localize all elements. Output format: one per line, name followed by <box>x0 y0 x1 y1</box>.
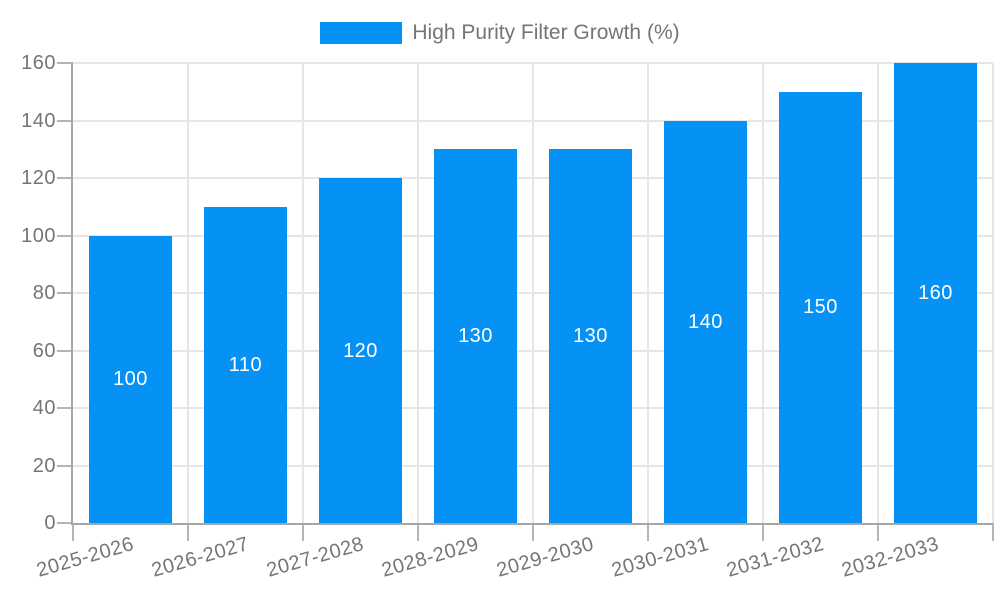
bar-value-label: 120 <box>343 339 378 362</box>
bar-value-label: 140 <box>688 310 723 333</box>
x-axis-label: 2026-2027 <box>149 532 252 582</box>
bar-value-label: 110 <box>228 353 263 376</box>
gridline-vertical <box>417 63 419 523</box>
y-axis-label: 40 <box>32 397 56 419</box>
y-axis-tick <box>57 464 73 467</box>
y-axis-label: 160 <box>21 52 56 74</box>
bar <box>664 120 747 523</box>
bar-value-label: 100 <box>113 368 148 391</box>
x-axis-label: 2030-2031 <box>609 532 712 582</box>
y-axis-label: 140 <box>21 109 56 132</box>
bar <box>549 149 632 523</box>
bar-value-label: 130 <box>573 325 608 348</box>
gridline-vertical <box>302 63 304 523</box>
bar <box>434 149 517 523</box>
y-axis-tick <box>57 349 73 352</box>
y-axis-label: 80 <box>32 282 56 304</box>
x-axis-label: 2027-2028 <box>264 532 367 582</box>
x-axis-line <box>71 523 993 525</box>
y-axis-tick <box>57 522 73 524</box>
bar <box>779 91 862 523</box>
gridline-vertical <box>647 63 649 523</box>
bar <box>319 178 402 523</box>
y-axis-tick <box>57 62 73 64</box>
bar <box>204 206 287 523</box>
x-axis-tick <box>877 523 879 541</box>
y-axis-label: 120 <box>21 167 56 189</box>
bar <box>89 235 172 523</box>
x-axis-label: 2025-2026 <box>34 532 137 582</box>
x-axis-label: 2028-2029 <box>379 532 482 582</box>
y-axis-tick <box>57 177 73 179</box>
y-axis-tick <box>57 234 73 237</box>
y-axis-label: 0 <box>44 512 56 534</box>
y-axis-line <box>71 63 73 525</box>
x-axis-tick <box>647 523 649 541</box>
legend-swatch[interactable] <box>320 22 403 44</box>
x-axis-tick <box>532 523 534 541</box>
gridline-vertical <box>877 63 879 523</box>
y-axis-label: 100 <box>21 224 56 247</box>
gridline-vertical <box>187 63 189 523</box>
x-axis-tick <box>187 523 189 541</box>
y-axis-label: 60 <box>32 339 56 362</box>
x-axis-tick <box>302 523 304 541</box>
x-axis-label: 2032-2033 <box>839 532 942 582</box>
bar <box>894 63 977 523</box>
gridline-vertical <box>992 63 994 523</box>
x-axis-tick <box>72 523 74 541</box>
x-axis-label: 2031-2032 <box>724 532 827 582</box>
x-axis-tick <box>762 523 764 541</box>
y-axis-tick <box>57 407 73 409</box>
gridline-vertical <box>762 63 764 523</box>
x-axis-label: 2029-2030 <box>494 532 597 582</box>
gridline-vertical <box>532 63 534 523</box>
y-axis-tick <box>57 292 73 294</box>
x-axis-tick <box>417 523 419 541</box>
legend[interactable]: High Purity Filter Growth (%) <box>0 21 1000 45</box>
legend-label[interactable]: High Purity Filter Growth (%) <box>412 21 680 44</box>
bar-value-label: 160 <box>918 282 953 304</box>
y-axis-tick <box>57 119 73 122</box>
bar-value-label: 130 <box>458 325 493 348</box>
y-axis-label: 20 <box>32 454 56 477</box>
bar-value-label: 150 <box>803 296 838 319</box>
x-axis-tick <box>992 523 994 541</box>
